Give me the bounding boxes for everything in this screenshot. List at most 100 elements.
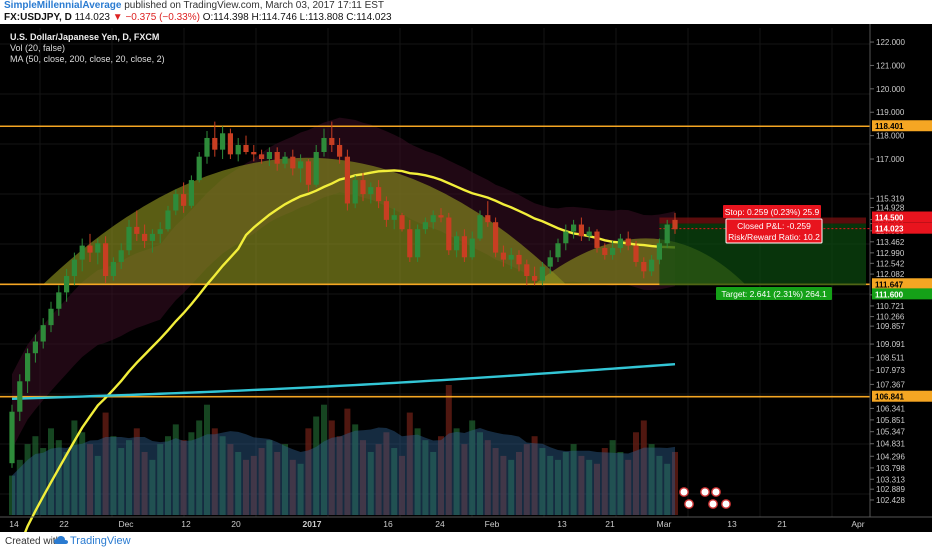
volume-bar xyxy=(55,440,62,515)
candle xyxy=(415,229,421,258)
candle xyxy=(134,226,140,234)
volume-bar xyxy=(313,416,320,515)
stop-label: Stop: 0.259 (0.23%) 25.9 xyxy=(725,207,820,217)
time-tick-label: Feb xyxy=(485,519,500,529)
candle xyxy=(352,180,358,204)
event-marker-icon[interactable] xyxy=(711,487,721,497)
volume-bar xyxy=(40,448,47,515)
legend-title: U.S. Dollar/Japanese Yen, D, FXCM xyxy=(10,32,160,42)
price-tick-label: 106.341 xyxy=(876,404,905,413)
candle xyxy=(196,156,202,181)
pnl-label: Closed P&L: -0.259 xyxy=(737,221,811,231)
price-tick-label: 118.000 xyxy=(876,132,905,141)
volume-bar xyxy=(87,444,93,515)
volume-bar xyxy=(219,436,226,515)
volume-bar xyxy=(422,440,429,515)
volume-bar xyxy=(461,444,468,515)
price-tick-label: 105.851 xyxy=(876,416,905,425)
candle xyxy=(539,266,545,281)
volume-bar xyxy=(500,455,507,515)
volume-bar xyxy=(157,444,164,515)
stop-label-box xyxy=(723,205,821,218)
volume-bar xyxy=(609,440,616,515)
ma50-line xyxy=(23,169,676,532)
price-tick-label: 103.313 xyxy=(876,475,905,484)
price-tag: 111.600 xyxy=(875,290,904,299)
price-tick-label: 120.000 xyxy=(876,85,905,94)
time-tick-label: 21 xyxy=(777,519,787,529)
event-marker-icon[interactable] xyxy=(708,499,718,509)
volume-bar xyxy=(523,444,530,515)
volume-bar xyxy=(445,385,452,515)
candle xyxy=(126,226,132,251)
time-tick-label: 20 xyxy=(231,519,241,529)
candle xyxy=(64,276,70,293)
target-label: Target: 2.641 (2.31%) 264.1 xyxy=(721,289,827,299)
candle xyxy=(376,187,382,202)
candle xyxy=(40,325,46,342)
event-marker-icon[interactable] xyxy=(721,499,731,509)
volume-bar xyxy=(586,459,593,515)
published-text: published on TradingView.com, March 03, … xyxy=(124,0,385,11)
volume-bar xyxy=(477,432,483,515)
volume-bar xyxy=(274,451,281,515)
time-tick-label: 13 xyxy=(727,519,737,529)
volume-bar xyxy=(601,448,608,515)
volume-bar xyxy=(9,475,15,515)
volume-bar xyxy=(531,436,538,515)
volume-bar xyxy=(625,459,632,515)
price-chart[interactable]: Stop: 0.259 (0.23%) 25.9 Closed P&L: -0.2… xyxy=(0,24,932,532)
candle xyxy=(610,247,616,255)
price-tick-label: 107.367 xyxy=(876,380,905,389)
candle xyxy=(586,231,592,237)
candle xyxy=(337,144,343,157)
event-marker-icon[interactable] xyxy=(679,487,689,497)
candle xyxy=(508,254,514,260)
candle xyxy=(305,161,311,185)
volume-bar xyxy=(516,451,522,515)
price-tick-label: 114.928 xyxy=(876,204,905,213)
candle xyxy=(407,229,413,258)
volume-bar xyxy=(118,448,125,515)
volume-bar xyxy=(71,420,78,515)
time-tick-label: Dec xyxy=(118,519,134,529)
volume-bar xyxy=(321,404,327,515)
event-marker-icon[interactable] xyxy=(700,487,710,497)
event-marker-icon[interactable] xyxy=(684,499,694,509)
price-tick-label: 113.462 xyxy=(876,238,905,247)
volume-bar xyxy=(672,451,678,515)
volume-bar xyxy=(406,412,413,515)
candle xyxy=(251,152,257,155)
candle xyxy=(290,156,296,169)
volume-bar xyxy=(211,428,218,515)
candle xyxy=(524,264,530,277)
price-tick-label: 121.000 xyxy=(876,61,905,70)
price-tick-label: 102.889 xyxy=(876,485,905,494)
footer-bar: Created with TradingView xyxy=(0,532,932,550)
candle xyxy=(149,233,155,241)
last-price: 114.023 xyxy=(74,12,110,23)
volume-ma-area xyxy=(12,427,675,515)
candle xyxy=(110,261,116,277)
tradingview-link[interactable]: TradingView xyxy=(70,535,131,547)
candle xyxy=(672,219,678,230)
pnl-box xyxy=(725,218,823,244)
volume-bar xyxy=(344,408,351,515)
symbol-label: FX:USDJPY, D xyxy=(4,12,72,23)
volume-bar xyxy=(204,404,210,515)
price-tick-label: 112.990 xyxy=(876,249,905,258)
volume-bar xyxy=(578,455,585,515)
candle xyxy=(227,133,233,155)
candle xyxy=(563,231,569,244)
candle xyxy=(438,215,444,218)
price-tick-label: 122.000 xyxy=(876,38,905,47)
volume-bar xyxy=(172,424,179,515)
volume-bar xyxy=(32,436,39,515)
price-tick-label: 104.831 xyxy=(876,440,905,449)
time-tick-label: 14 xyxy=(9,519,19,529)
volume-bar xyxy=(640,420,647,515)
price-tick-label: 119.000 xyxy=(876,108,905,117)
candle xyxy=(493,222,499,253)
author-link[interactable]: SimpleMillennialAverage xyxy=(4,0,122,11)
time-tick-label: 21 xyxy=(605,519,615,529)
